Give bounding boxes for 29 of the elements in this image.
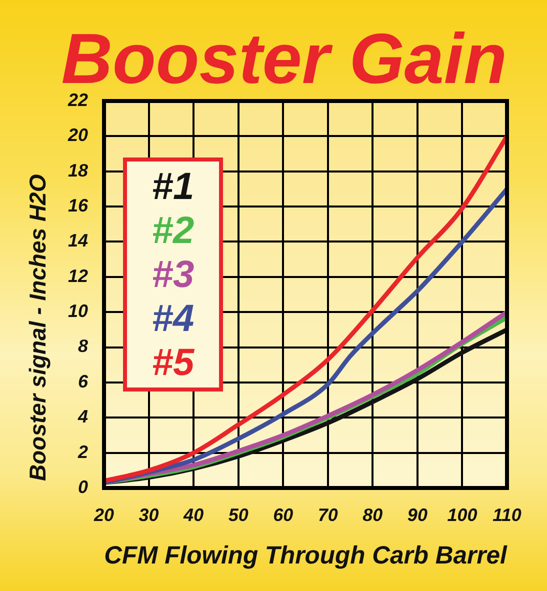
- x-tick-label: 90: [407, 504, 428, 525]
- x-axis-title: CFM Flowing Through Carb Barrel: [104, 541, 508, 570]
- y-tick-label: 16: [68, 196, 89, 216]
- y-tick-label: 8: [78, 336, 88, 356]
- line-series: [104, 134, 507, 484]
- text: #1: [152, 166, 194, 208]
- y-tick-label: 2: [77, 442, 88, 462]
- y-axis-title: Booster signal - Inches H2O: [24, 174, 50, 481]
- x-tick-label: 100: [447, 504, 478, 525]
- x-tick-label: 30: [138, 504, 159, 525]
- x-tick-label: 40: [182, 504, 204, 525]
- text: #2: [152, 210, 194, 252]
- y-tick-label: 20: [66, 125, 88, 146]
- x-tick-label: 70: [318, 504, 338, 525]
- y-tick-label: 14: [68, 230, 88, 251]
- y-tick-label: 0: [78, 476, 88, 497]
- x-tick-label: 50: [228, 504, 248, 525]
- y-tick-label: 4: [77, 406, 88, 427]
- x-tick-label: 80: [362, 504, 383, 525]
- x-tick-label: 60: [273, 504, 294, 525]
- x-tick-label: 20: [93, 504, 114, 525]
- y-tick-label: 12: [68, 266, 88, 286]
- x-tick-label: 110: [492, 504, 522, 525]
- text: #3: [152, 254, 194, 296]
- y-tick-label: 18: [68, 160, 88, 180]
- y-tick-label: 6: [78, 371, 90, 392]
- series-label: #5: [152, 342, 196, 384]
- y-tick-label: 10: [68, 301, 88, 322]
- text: #4: [152, 298, 194, 340]
